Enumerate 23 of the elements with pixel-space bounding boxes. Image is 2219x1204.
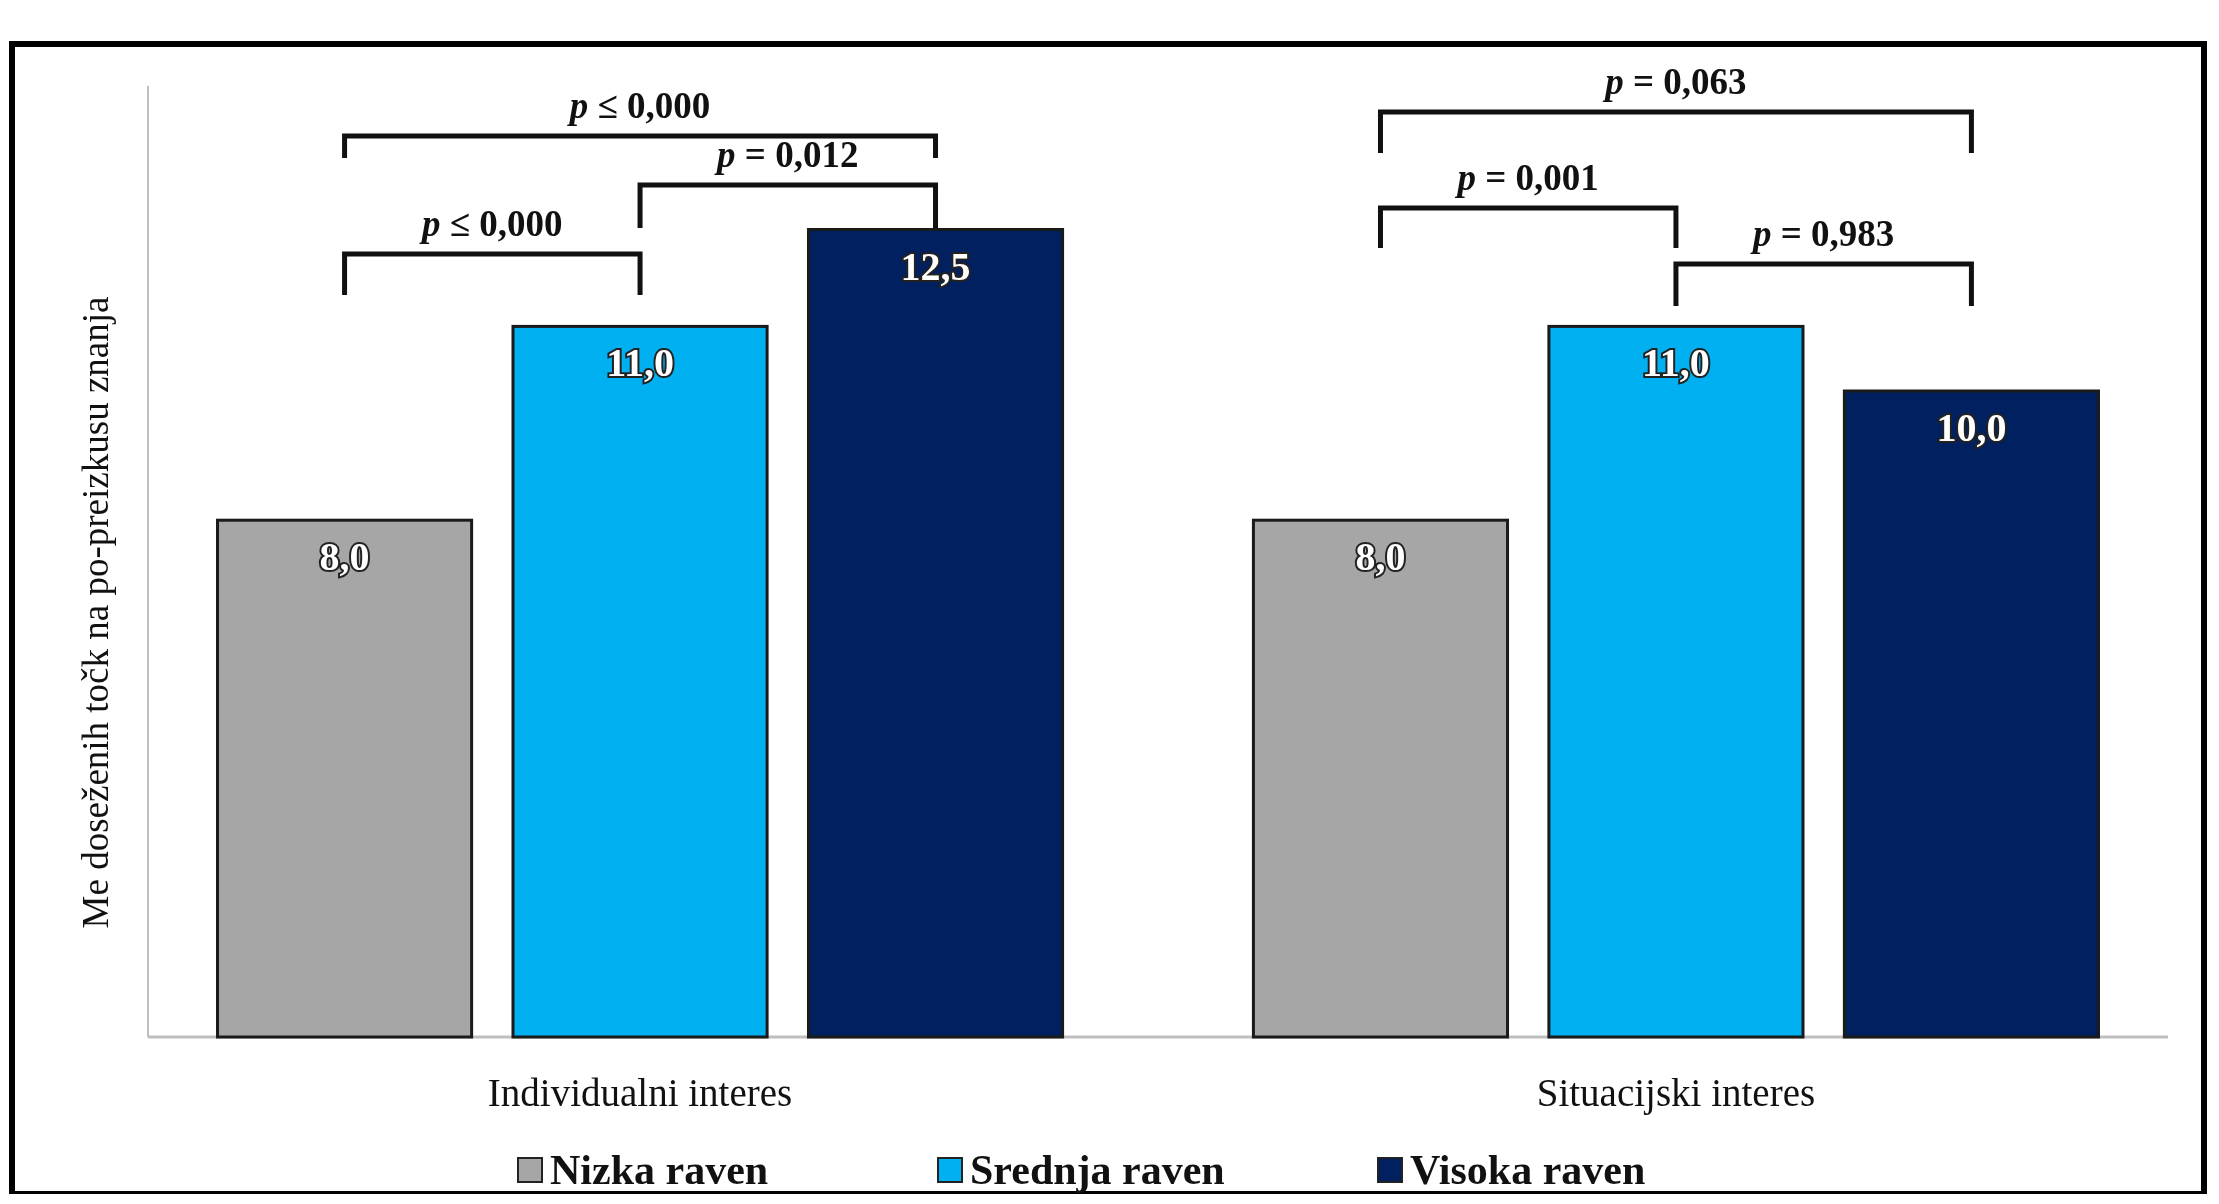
text: p = 0,012 bbox=[714, 134, 859, 175]
text: p ≤ 0,000 bbox=[566, 85, 711, 126]
data-label: 11,0 bbox=[1642, 340, 1710, 386]
data-label: 10,0 bbox=[1936, 405, 2007, 450]
annotation: p ≤ 0,000 bbox=[419, 203, 563, 244]
legend-label: Srednja raven bbox=[970, 1147, 1225, 1193]
text: p = 0,001 bbox=[1454, 157, 1599, 198]
bar bbox=[1547, 324, 1805, 1039]
bar bbox=[1251, 518, 1510, 1039]
y-axis-title: Me doseženih točk na po-preizkusu znanja bbox=[75, 296, 116, 929]
data-label: 8,0 bbox=[319, 534, 370, 580]
legend-label: Visoka raven bbox=[1410, 1147, 1646, 1193]
data-label: 12,5 bbox=[900, 243, 971, 289]
annotation: p = 0,983 bbox=[1750, 213, 1895, 254]
data-label: 8,0 bbox=[1355, 534, 1406, 580]
bar bbox=[1842, 389, 2100, 1039]
bar bbox=[216, 518, 474, 1039]
data-label: 11,0 bbox=[606, 340, 674, 386]
text: p = 0,063 bbox=[1602, 61, 1747, 102]
x-tick-label: Situacijski interes bbox=[1536, 1071, 1816, 1115]
x-tick-label: Individualni interes bbox=[487, 1071, 793, 1114]
legend-label: Nizka raven bbox=[550, 1147, 769, 1193]
bar bbox=[511, 324, 769, 1039]
